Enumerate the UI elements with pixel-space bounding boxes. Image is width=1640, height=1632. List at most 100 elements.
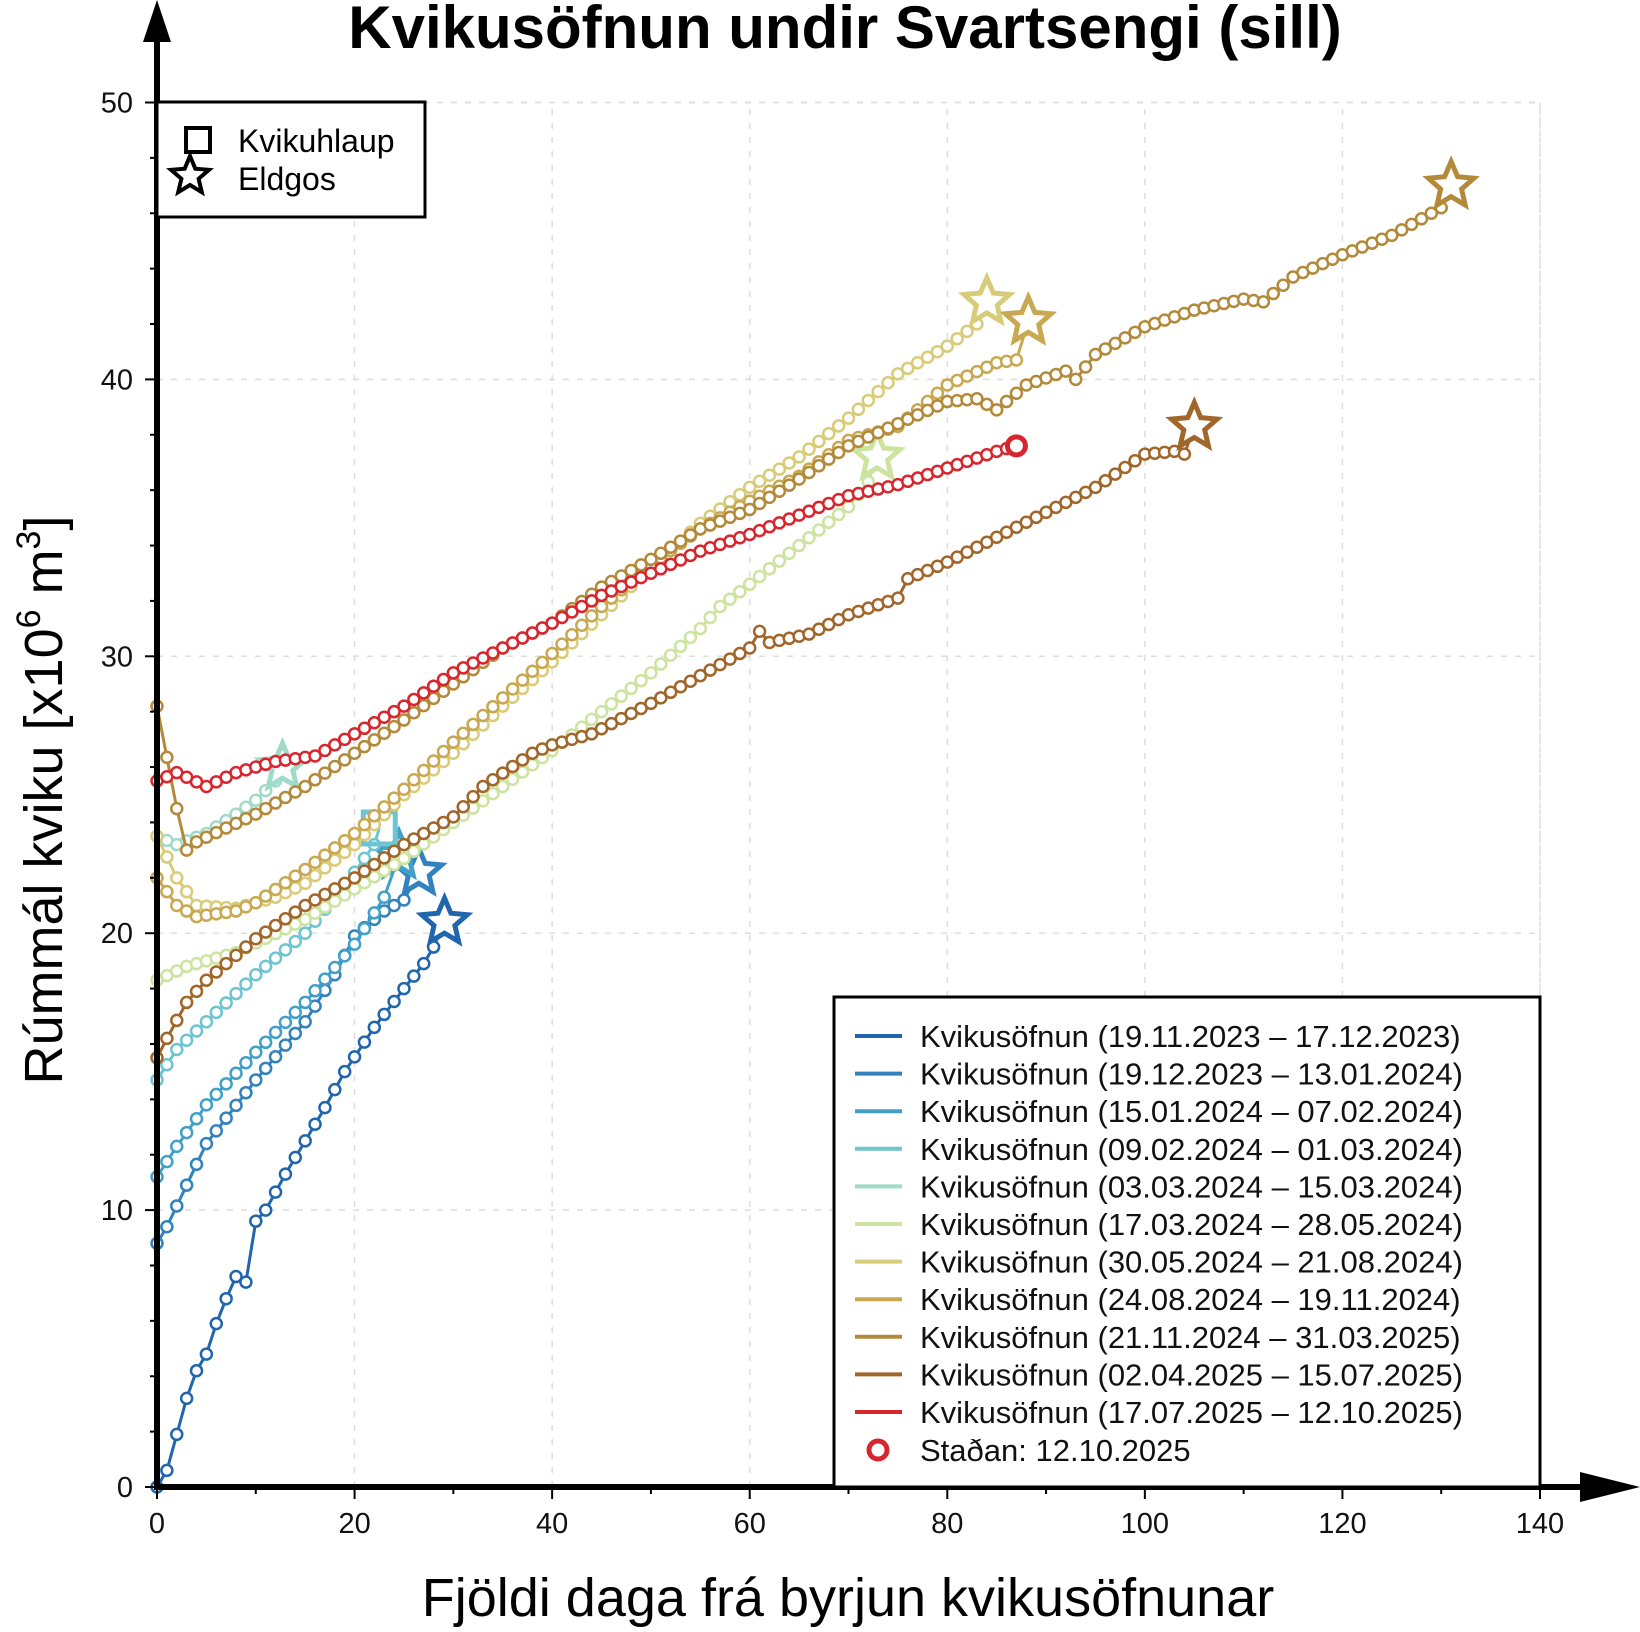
data-point: [713, 657, 727, 672]
x-axis-arrow-icon: [1580, 1472, 1640, 1502]
data-point: [160, 1154, 174, 1169]
data-point: [802, 442, 816, 456]
data-point: [229, 1098, 243, 1113]
data-point: [545, 646, 559, 661]
data-point: [318, 743, 332, 758]
legend-label: Kvikusöfnun (09.02.2024 – 01.03.2024): [920, 1132, 1463, 1167]
data-point: [288, 1026, 303, 1041]
data-point: [407, 706, 421, 720]
data-point: [179, 904, 194, 918]
data-point: [654, 546, 668, 561]
data-point: [337, 949, 352, 963]
data-point: [229, 1269, 243, 1284]
legend-label: Kvikusöfnun (02.04.2025 – 15.07.2025): [920, 1357, 1463, 1392]
data-point: [160, 850, 174, 864]
data-point: [308, 773, 322, 787]
x-tick-label: 80: [931, 1508, 963, 1540]
data-point: [357, 1035, 372, 1049]
data-point: [426, 821, 441, 835]
data-point: [199, 1015, 214, 1029]
data-point: [575, 618, 589, 633]
data-point: [170, 1013, 184, 1028]
data-point: [940, 339, 955, 353]
data-point: [713, 599, 727, 614]
data-point: [792, 538, 806, 553]
data-point: [337, 833, 352, 848]
data-point: [1108, 336, 1122, 351]
data-point: [387, 704, 401, 719]
data-point: [782, 546, 796, 561]
data-point: [318, 848, 332, 862]
y-axis-arrow-icon: [143, 0, 171, 42]
data-point: [189, 984, 204, 999]
data-point: [999, 394, 1014, 409]
data-point: [407, 692, 421, 707]
data-point: [249, 967, 263, 982]
data-point: [989, 403, 1004, 417]
data-point: [308, 868, 322, 883]
data-point: [367, 716, 382, 730]
data-point: [298, 862, 312, 877]
data-point: [249, 1045, 263, 1060]
data-point: [733, 584, 747, 599]
data-point: [160, 1463, 174, 1478]
data-point: [980, 397, 994, 412]
data-point: [199, 1098, 214, 1112]
data-point: [318, 972, 332, 986]
legend-label: Kvikusöfnun (21.11.2024 – 31.03.2025): [920, 1320, 1461, 1355]
data-point: [209, 1087, 224, 1102]
data-point: [762, 562, 777, 576]
x-tick-label: 120: [1318, 1508, 1366, 1540]
data-point: [397, 837, 411, 852]
data-point: [644, 696, 658, 711]
data-point: [337, 732, 352, 747]
data-point: [742, 502, 757, 517]
data-point: [179, 995, 194, 1010]
data-point: [960, 324, 974, 339]
data-point: [416, 686, 431, 700]
series-8: [150, 290, 1058, 924]
data-point: [505, 682, 520, 696]
data-point: [416, 826, 431, 841]
data-point: [831, 445, 846, 460]
data-point: [1177, 447, 1192, 461]
data-point: [357, 851, 372, 866]
data-point: [249, 895, 263, 910]
data-point: [189, 1024, 204, 1038]
series-layer: [150, 155, 1480, 1494]
data-point: [782, 456, 796, 470]
data-point: [1009, 386, 1024, 400]
data-point: [436, 744, 451, 759]
data-point: [278, 912, 293, 926]
series-10: [150, 396, 1224, 1065]
data-point: [426, 679, 441, 693]
data-point: [584, 609, 599, 623]
chart-title: Kvikusöfnun undir Svartsengi (sill): [348, 0, 1341, 61]
data-point: [821, 426, 836, 441]
series-1: [150, 891, 474, 1494]
data-point: [298, 1134, 312, 1148]
data-point: [268, 951, 283, 965]
data-point: [288, 1150, 303, 1165]
data-point: [416, 956, 431, 971]
data-point: [654, 691, 668, 705]
data-point: [229, 986, 243, 1001]
y-label-exp: 6: [10, 609, 48, 628]
data-point: [812, 523, 826, 537]
data-point: [367, 857, 382, 872]
square-symbol-icon: [184, 126, 212, 154]
data-point: [614, 689, 629, 703]
data-point: [377, 1007, 391, 1022]
data-point: [654, 657, 668, 671]
data-point: [831, 419, 846, 433]
data-point: [298, 779, 312, 794]
data-point: [535, 655, 550, 670]
data-point: [258, 1035, 273, 1050]
data-point: [1424, 206, 1439, 221]
data-point: [170, 801, 184, 816]
current-status-marker: [1004, 434, 1028, 458]
data-point: [545, 616, 559, 630]
data-point: [397, 699, 411, 713]
data-point: [703, 610, 717, 625]
data-point: [278, 1038, 293, 1052]
